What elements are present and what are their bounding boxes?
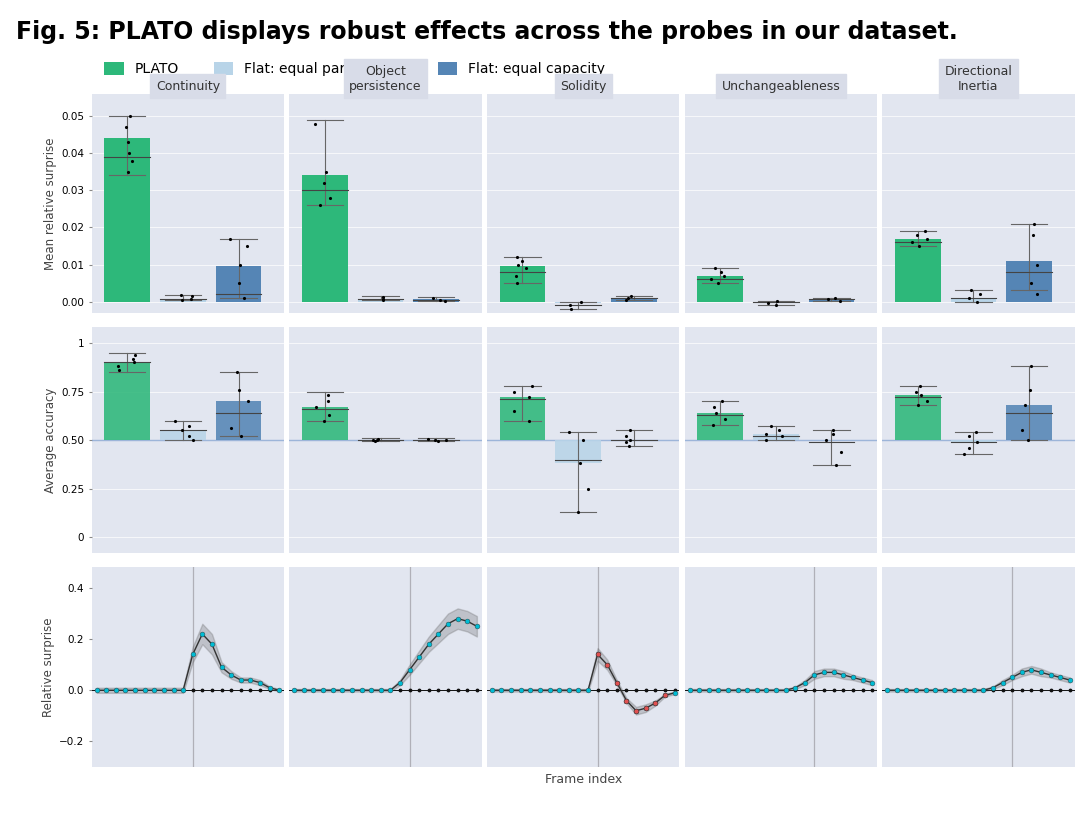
- Bar: [302, 407, 348, 440]
- Y-axis label: Relative surprise: Relative surprise: [42, 618, 55, 717]
- Bar: [160, 430, 205, 440]
- Title: Continuity: Continuity: [156, 80, 220, 93]
- Bar: [1007, 405, 1052, 440]
- Bar: [950, 298, 996, 302]
- Bar: [753, 434, 798, 440]
- Bar: [160, 299, 205, 302]
- Bar: [753, 302, 798, 303]
- Bar: [895, 396, 941, 440]
- Bar: [555, 302, 600, 304]
- Bar: [611, 298, 657, 302]
- Bar: [216, 266, 261, 302]
- Bar: [414, 299, 459, 302]
- Title: Object
persistence: Object persistence: [349, 64, 422, 93]
- Bar: [216, 401, 261, 440]
- Y-axis label: Mean relative surprise: Mean relative surprise: [44, 137, 57, 269]
- Title: Directional
Inertia: Directional Inertia: [945, 64, 1012, 93]
- Bar: [302, 175, 348, 302]
- Bar: [698, 276, 743, 302]
- Legend: PLATO, Flat: equal parameters, Flat: equal capacity: PLATO, Flat: equal parameters, Flat: equ…: [98, 57, 611, 82]
- Text: Fig. 5: PLATO displays robust effects across the probes in our dataset.: Fig. 5: PLATO displays robust effects ac…: [16, 20, 958, 44]
- Bar: [555, 440, 600, 463]
- Bar: [895, 238, 941, 302]
- Y-axis label: Average accuracy: Average accuracy: [44, 388, 57, 493]
- Bar: [105, 139, 150, 302]
- Bar: [357, 299, 403, 302]
- Bar: [105, 362, 150, 440]
- X-axis label: Frame index: Frame index: [544, 773, 622, 786]
- Bar: [500, 397, 545, 440]
- Bar: [1007, 261, 1052, 302]
- Bar: [809, 299, 854, 302]
- Title: Unchangeableness: Unchangeableness: [721, 80, 840, 93]
- Bar: [500, 266, 545, 302]
- Bar: [950, 440, 996, 442]
- Bar: [698, 413, 743, 440]
- Title: Solidity: Solidity: [561, 80, 606, 93]
